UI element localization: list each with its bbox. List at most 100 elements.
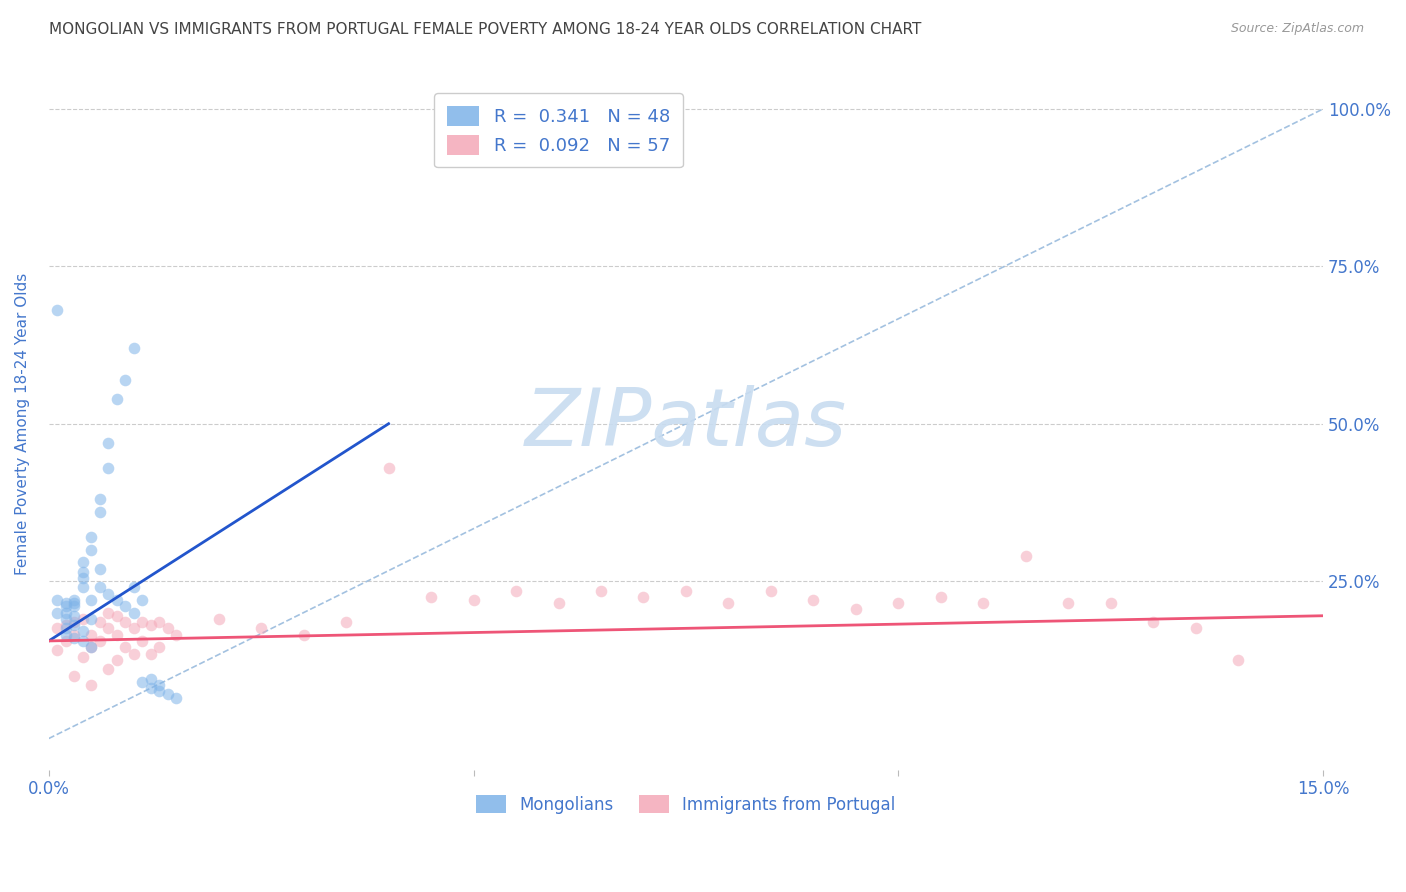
Point — [105, 653, 128, 667]
Point — [63, 599, 86, 614]
Point — [845, 602, 868, 616]
Point — [1142, 615, 1164, 629]
Point — [208, 612, 231, 626]
Point — [505, 583, 527, 598]
Point — [55, 627, 77, 641]
Point — [46, 606, 69, 620]
Point — [72, 571, 94, 585]
Point — [148, 615, 170, 629]
Point — [139, 618, 162, 632]
Y-axis label: Female Poverty Among 18-24 Year Olds: Female Poverty Among 18-24 Year Olds — [15, 273, 30, 574]
Point — [80, 640, 103, 655]
Point — [972, 596, 994, 610]
Point — [633, 590, 655, 604]
Point — [72, 565, 94, 579]
Point — [114, 599, 136, 614]
Point — [55, 618, 77, 632]
Text: Source: ZipAtlas.com: Source: ZipAtlas.com — [1230, 22, 1364, 36]
Point — [97, 460, 120, 475]
Point — [105, 627, 128, 641]
Point — [89, 505, 111, 519]
Point — [89, 492, 111, 507]
Point — [97, 435, 120, 450]
Point — [377, 460, 399, 475]
Point — [131, 593, 153, 607]
Point — [97, 662, 120, 676]
Point — [63, 608, 86, 623]
Point — [929, 590, 952, 604]
Text: ZIPatlas: ZIPatlas — [524, 384, 846, 463]
Point — [156, 688, 179, 702]
Point — [97, 587, 120, 601]
Point — [89, 561, 111, 575]
Point — [1015, 549, 1038, 563]
Point — [148, 678, 170, 692]
Point — [131, 674, 153, 689]
Point — [55, 621, 77, 635]
Point — [335, 615, 357, 629]
Point — [63, 668, 86, 682]
Point — [72, 649, 94, 664]
Point — [148, 684, 170, 698]
Point — [122, 341, 145, 355]
Point — [148, 640, 170, 655]
Point — [165, 627, 187, 641]
Point — [80, 678, 103, 692]
Point — [55, 634, 77, 648]
Point — [292, 627, 315, 641]
Point — [97, 621, 120, 635]
Legend: Mongolians, Immigrants from Portugal: Mongolians, Immigrants from Portugal — [467, 785, 905, 824]
Point — [803, 593, 825, 607]
Point — [887, 596, 910, 610]
Point — [463, 593, 485, 607]
Point — [80, 612, 103, 626]
Point — [72, 612, 94, 626]
Point — [114, 615, 136, 629]
Point — [46, 593, 69, 607]
Point — [114, 640, 136, 655]
Point — [1099, 596, 1122, 610]
Point — [165, 690, 187, 705]
Point — [139, 647, 162, 661]
Point — [55, 606, 77, 620]
Point — [1057, 596, 1080, 610]
Point — [250, 621, 273, 635]
Point — [139, 672, 162, 686]
Point — [139, 681, 162, 695]
Point — [80, 640, 103, 655]
Point — [63, 593, 86, 607]
Point — [63, 618, 86, 632]
Point — [46, 303, 69, 318]
Point — [156, 621, 179, 635]
Text: MONGOLIAN VS IMMIGRANTS FROM PORTUGAL FEMALE POVERTY AMONG 18-24 YEAR OLDS CORRE: MONGOLIAN VS IMMIGRANTS FROM PORTUGAL FE… — [49, 22, 921, 37]
Point — [80, 530, 103, 544]
Point — [72, 555, 94, 569]
Point — [105, 392, 128, 406]
Point — [589, 583, 612, 598]
Point — [131, 634, 153, 648]
Point — [80, 593, 103, 607]
Point — [63, 615, 86, 629]
Point — [89, 634, 111, 648]
Point — [122, 606, 145, 620]
Point — [717, 596, 740, 610]
Point — [1184, 621, 1206, 635]
Point — [55, 596, 77, 610]
Point — [1227, 653, 1250, 667]
Point — [63, 627, 86, 641]
Point — [105, 593, 128, 607]
Point — [46, 621, 69, 635]
Point — [122, 647, 145, 661]
Point — [72, 624, 94, 639]
Point — [89, 615, 111, 629]
Point — [122, 581, 145, 595]
Point — [547, 596, 569, 610]
Point — [72, 581, 94, 595]
Point — [122, 621, 145, 635]
Point — [63, 596, 86, 610]
Point — [105, 608, 128, 623]
Point — [55, 599, 77, 614]
Point — [89, 581, 111, 595]
Point — [80, 542, 103, 557]
Point — [675, 583, 697, 598]
